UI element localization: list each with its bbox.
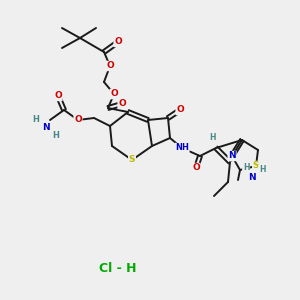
Text: H: H [33, 116, 39, 124]
Text: S: S [129, 155, 135, 164]
Text: O: O [110, 89, 118, 98]
Text: NH: NH [175, 143, 189, 152]
Text: Cl - H: Cl - H [99, 262, 137, 275]
Text: H: H [52, 131, 59, 140]
Text: O: O [106, 61, 114, 70]
Text: O: O [114, 38, 122, 46]
Text: O: O [54, 92, 62, 100]
Text: O: O [118, 100, 126, 109]
Text: S: S [253, 161, 259, 170]
Text: N: N [248, 173, 256, 182]
Text: O: O [192, 164, 200, 172]
Text: H: H [209, 134, 215, 142]
Text: H: H [259, 166, 265, 175]
Text: N: N [42, 124, 50, 133]
Text: O: O [176, 106, 184, 115]
Text: N: N [228, 152, 236, 160]
Text: H: H [243, 164, 249, 172]
Text: O: O [74, 116, 82, 124]
